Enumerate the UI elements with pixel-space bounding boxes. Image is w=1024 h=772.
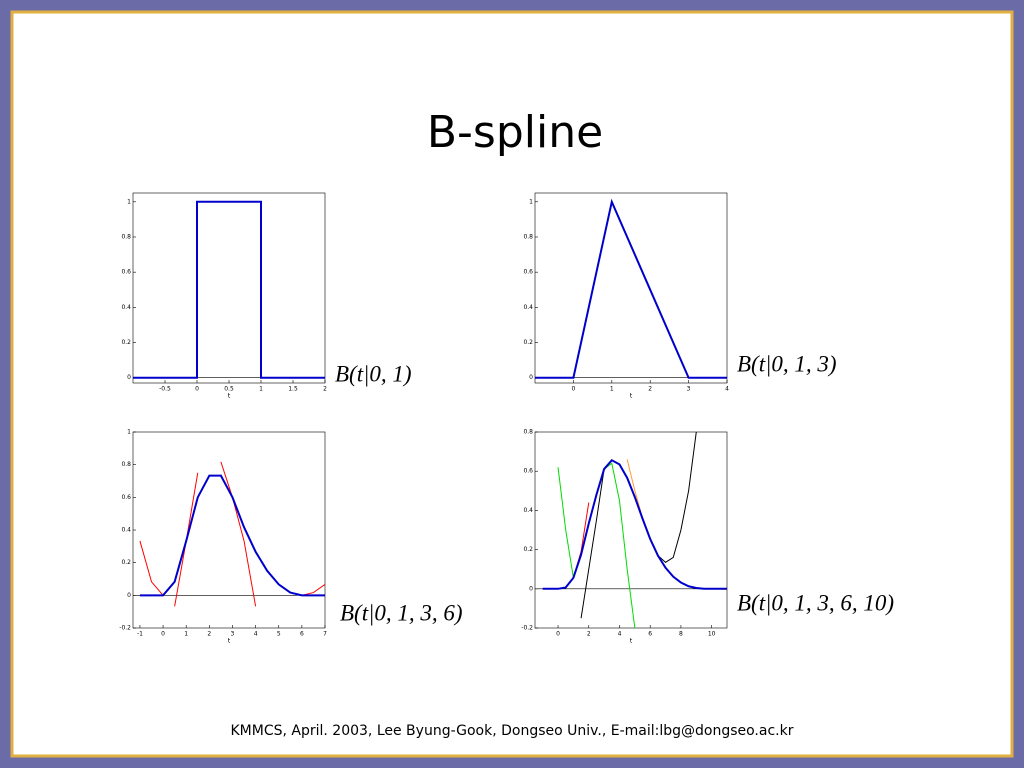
y-tick-label: 0.2	[523, 546, 533, 553]
y-tick-label: 0.4	[523, 507, 533, 514]
x-tick-label: 1	[610, 386, 614, 393]
y-tick-label: 1	[127, 198, 131, 205]
slide-page	[10, 10, 1014, 758]
footer: KMMCS, April. 2003, Lee Byung-Gook, Dong…	[231, 723, 794, 739]
y-tick-label: 0	[127, 374, 131, 381]
y-tick-label: 0.4	[523, 304, 533, 311]
x-tick-label: 4	[254, 631, 258, 638]
y-tick-label: 0.4	[121, 304, 131, 311]
x-tick-label: 0	[571, 386, 575, 393]
plot-frame	[132, 192, 326, 384]
formula: B(t|0, 1, 3)	[737, 351, 837, 376]
x-tick-label: 2	[587, 631, 591, 638]
curve	[542, 458, 727, 590]
x-tick-label: 6	[300, 631, 304, 638]
x-tick-label: 0	[195, 386, 199, 393]
x-tick-label: 3	[231, 631, 235, 638]
slide-title: B-spline	[427, 107, 603, 158]
x-tick-label: 0.5	[224, 386, 234, 393]
plot: 0 2 4 6 8 10 -0.2 0 0.2 0.4 0.6 0.8 t B(t|0, 1, 3, 6,…	[521, 429, 894, 645]
x-tick-label: 0	[556, 631, 560, 638]
x-tick-label: -0.5	[159, 386, 171, 393]
x-axis-label: t	[228, 638, 231, 645]
curve	[535, 198, 727, 379]
y-tick-label: 0.6	[523, 269, 533, 276]
y-tick-label: -0.2	[119, 625, 131, 632]
x-tick-label: 10	[708, 631, 716, 638]
y-tick-label: 0.8	[121, 461, 131, 468]
x-tick-label: 5	[277, 631, 281, 638]
y-tick-label: 0.8	[523, 233, 533, 240]
x-tick-label: 6	[648, 631, 652, 638]
x-tick-label: 3	[687, 386, 691, 393]
x-tick-label: 0	[161, 631, 165, 638]
y-tick-label: 0.8	[121, 233, 131, 240]
plot: 0 1 2 3 4 0 0.2 0.4 0.6 0.8 1 t B(t|0, 1, 3)	[523, 192, 837, 400]
curve	[139, 474, 325, 597]
x-tick-label: 1	[259, 386, 263, 393]
x-tick-label: 1	[184, 631, 188, 638]
y-tick-label: 0	[127, 592, 131, 599]
formula: B(t|0, 1, 3, 6)	[340, 600, 463, 625]
plot: -0.5 0 0.5 1 1.5 2 0 0.2 0.4 0.6 0.8 1 t B(t|0, 1)	[121, 192, 412, 400]
x-tick-label: 4	[725, 386, 729, 393]
y-tick-label: 0.6	[121, 269, 131, 276]
x-axis-label: t	[630, 638, 633, 645]
y-tick-label: 0	[529, 374, 533, 381]
x-axis-label: t	[228, 393, 231, 400]
plot-frame	[534, 192, 728, 384]
x-tick-label: 8	[679, 631, 683, 638]
y-tick-label: 0.8	[523, 429, 533, 436]
x-tick-label: 2	[207, 631, 211, 638]
y-tick-label: 0.2	[121, 339, 131, 346]
x-tick-label: 2	[323, 386, 327, 393]
x-tick-label: 1.5	[288, 386, 298, 393]
plot-frame	[132, 431, 326, 629]
y-tick-label: 1	[127, 429, 131, 436]
y-tick-label: 0.6	[121, 494, 131, 501]
y-tick-label: 0.2	[523, 339, 533, 346]
y-tick-label: 1	[529, 198, 533, 205]
x-tick-label: 7	[323, 631, 327, 638]
x-tick-label: -1	[137, 631, 143, 638]
curve	[133, 200, 325, 379]
formula: B(t|0, 1, 3, 6, 10)	[737, 590, 894, 615]
y-tick-label: 0.6	[523, 468, 533, 475]
y-tick-label: 0.2	[121, 559, 131, 566]
x-tick-label: 2	[648, 386, 652, 393]
y-tick-label: 0	[529, 585, 533, 592]
formula: B(t|0, 1)	[335, 361, 412, 386]
y-tick-label: -0.2	[521, 625, 533, 632]
x-tick-label: 4	[618, 631, 622, 638]
x-axis-label: t	[630, 393, 633, 400]
plot: -1 0 1 2 3 4 5 6 7 -0.2 0 0.2 0.4 0.6 0.8 1 t B(t|0, 1, 3…	[119, 429, 462, 645]
y-tick-label: 0.4	[121, 527, 131, 534]
